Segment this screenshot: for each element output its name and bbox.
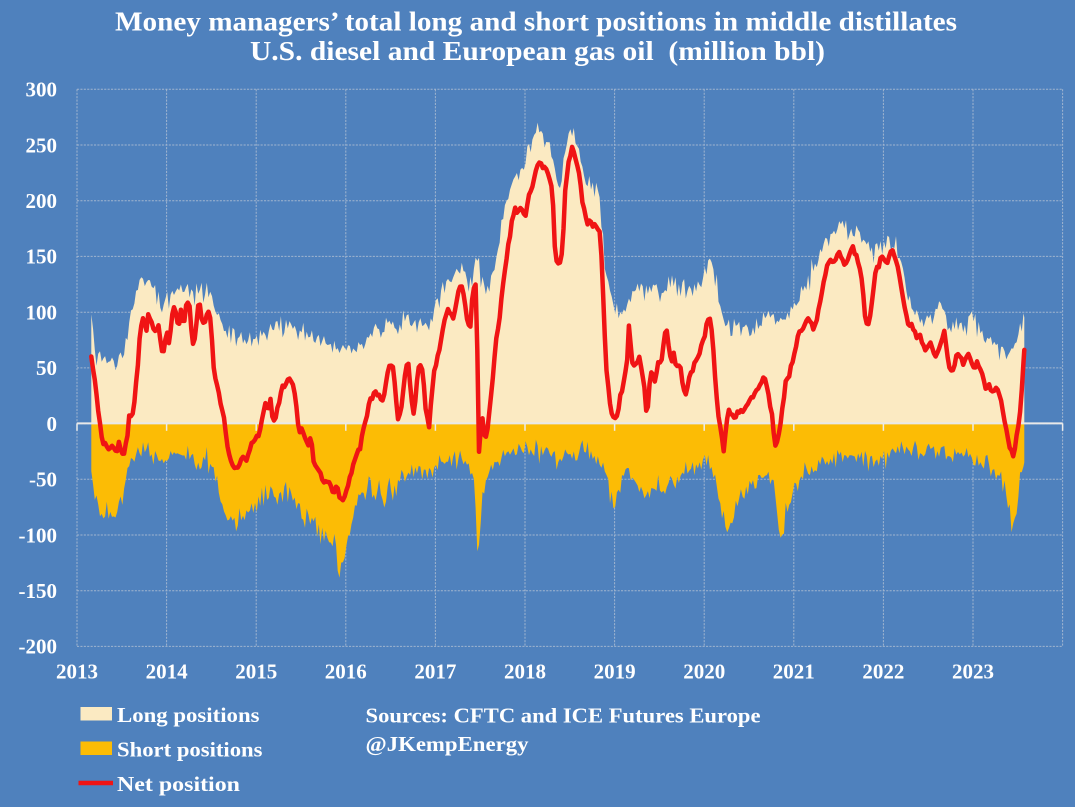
svg-text:0: 0 (47, 412, 58, 436)
svg-text:50: 50 (36, 356, 57, 380)
svg-text:100: 100 (26, 301, 58, 325)
svg-text:-200: -200 (19, 635, 58, 659)
svg-text:2016: 2016 (325, 660, 367, 684)
svg-text:Long positions: Long positions (117, 703, 260, 727)
svg-text:2015: 2015 (235, 660, 277, 684)
svg-text:2019: 2019 (594, 660, 636, 684)
svg-text:2020: 2020 (683, 660, 725, 684)
svg-text:150: 150 (26, 245, 58, 269)
svg-text:-100: -100 (19, 523, 58, 547)
svg-text:Short positions: Short positions (117, 738, 263, 762)
svg-text:300: 300 (26, 78, 58, 102)
svg-text:-50: -50 (29, 468, 57, 492)
svg-text:2017: 2017 (414, 660, 456, 684)
svg-text:2013: 2013 (56, 660, 98, 684)
svg-text:2014: 2014 (146, 660, 189, 684)
svg-text:Net position: Net position (117, 772, 240, 796)
svg-text:200: 200 (26, 189, 58, 213)
svg-text:Sources: CFTC and ICE Futures: Sources: CFTC and ICE Futures Europe (366, 704, 761, 728)
svg-text:Money managers’ total long and: Money managers’ total long and short pos… (115, 6, 957, 36)
svg-text:U.S. diesel and European gas o: U.S. diesel and European gas oil (millio… (250, 36, 825, 66)
svg-text:250: 250 (26, 133, 58, 157)
svg-text:2022: 2022 (862, 660, 904, 684)
svg-text:2023: 2023 (952, 660, 994, 684)
svg-text:-150: -150 (19, 579, 58, 603)
svg-text:2018: 2018 (504, 660, 546, 684)
svg-text:@JKempEnergy: @JKempEnergy (366, 732, 530, 756)
svg-text:2021: 2021 (773, 660, 815, 684)
